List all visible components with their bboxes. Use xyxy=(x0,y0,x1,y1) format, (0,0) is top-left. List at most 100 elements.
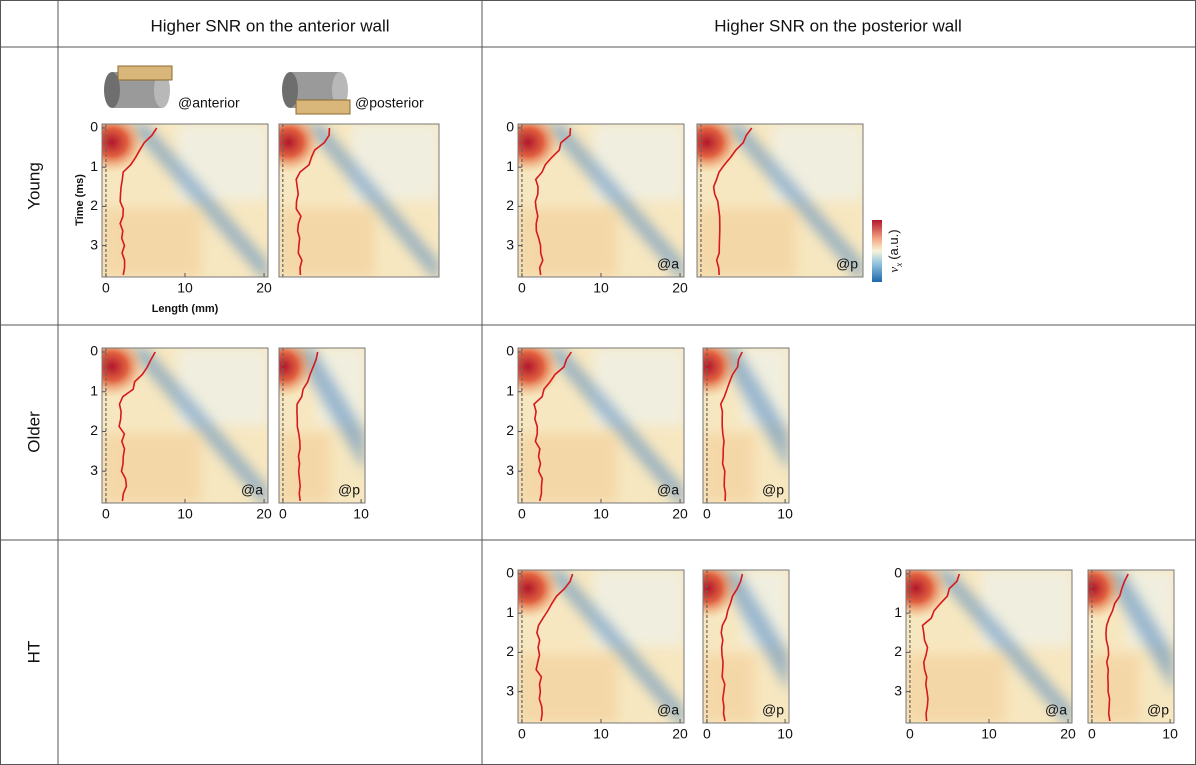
x-tick-label: 0 xyxy=(102,506,110,522)
x-tick-label: 0 xyxy=(703,726,711,742)
y-tick-label: 2 xyxy=(506,643,514,659)
x-tick-label: 20 xyxy=(672,280,688,296)
heatmap xyxy=(703,570,789,723)
x-tick-label: 10 xyxy=(593,726,609,742)
y-tick-label: 3 xyxy=(90,236,98,252)
red-curve xyxy=(119,127,158,276)
x-tick-label: 0 xyxy=(1088,726,1096,742)
y-tick-label: 2 xyxy=(90,197,98,213)
heatmap-warm xyxy=(518,654,618,723)
colorbar-symbol: v xyxy=(886,267,901,273)
x-tick-label: 0 xyxy=(102,280,110,296)
panel-frame xyxy=(702,569,790,724)
heatmap xyxy=(102,124,268,277)
red-curve xyxy=(295,127,331,276)
vessel-icon xyxy=(104,65,173,108)
red-curve xyxy=(533,351,572,502)
red-curve xyxy=(1105,573,1129,722)
panel-label: @a xyxy=(241,482,263,498)
heatmap-wave xyxy=(542,348,684,503)
y-tick-label: 1 xyxy=(894,604,902,620)
x-tick-label: 10 xyxy=(353,506,369,522)
red-curve xyxy=(534,127,572,276)
red-curve xyxy=(719,351,743,502)
heatmap xyxy=(518,348,684,503)
y-tick-label: 3 xyxy=(506,236,514,252)
heatmap-panel: 0 1 2 3 0 10 20 @a xyxy=(506,565,688,742)
heatmap-warm xyxy=(518,433,618,503)
y-tick-label: 0 xyxy=(90,119,98,135)
colorbar xyxy=(872,220,882,282)
heatmap-wave xyxy=(291,348,365,472)
heatmap-wave xyxy=(721,124,863,277)
heatmap-warm xyxy=(102,208,202,277)
y-tick-label: 2 xyxy=(894,643,902,659)
heatmap xyxy=(906,570,1072,723)
y-axis-title: Time (ms) xyxy=(74,174,86,226)
heatmap-panel: 0 1 2 3 0 10 20 @a xyxy=(894,565,1076,742)
x-tick-label: 0 xyxy=(518,506,526,522)
y-tick-label: 3 xyxy=(506,682,514,698)
x-tick-label: 20 xyxy=(672,506,688,522)
y-tick-label: 0 xyxy=(506,119,514,135)
x-tick-label: 10 xyxy=(177,280,193,296)
heatmap xyxy=(518,124,684,277)
panel-label: @p xyxy=(762,702,784,718)
heatmap xyxy=(703,348,789,503)
red-curve xyxy=(296,351,319,502)
x-tick-label: 0 xyxy=(518,726,526,742)
vessel-icon xyxy=(282,72,351,115)
heatmap-panel: 0 1 2 3 0 10 20 @a xyxy=(506,343,688,522)
heatmap-warm xyxy=(697,208,797,277)
heatmap-panel: 0 10 @p xyxy=(278,347,369,522)
panel-label: @a xyxy=(657,702,679,718)
icon-label: @posterior xyxy=(355,95,424,111)
panel-label: @p xyxy=(836,256,858,272)
heatmap-panel xyxy=(278,123,440,278)
y-tick-label: 1 xyxy=(506,382,514,398)
x-tick-label: 10 xyxy=(981,726,997,742)
heatmap-blob xyxy=(703,570,739,619)
panel-frame xyxy=(1087,569,1175,724)
heatmap-warm xyxy=(1088,654,1140,723)
heatmap-wave xyxy=(930,570,1072,723)
panel-label: @p xyxy=(1147,702,1169,718)
x-axis-title: Length (mm) xyxy=(152,303,219,315)
y-tick-label: 1 xyxy=(90,158,98,174)
y-tick-label: 2 xyxy=(90,422,98,438)
heatmap xyxy=(697,124,863,277)
red-curve xyxy=(535,573,574,722)
y-tick-label: 1 xyxy=(90,382,98,398)
y-tick-label: 2 xyxy=(506,197,514,213)
x-tick-label: 20 xyxy=(256,506,272,522)
heatmap-warm xyxy=(279,433,331,503)
heatmap xyxy=(279,124,439,277)
heatmap-blob xyxy=(703,348,739,398)
y-tick-label: 0 xyxy=(894,565,902,581)
x-tick-label: 10 xyxy=(593,280,609,296)
heatmap-blob xyxy=(518,124,562,173)
heatmap xyxy=(102,348,268,503)
heatmap xyxy=(1088,570,1174,723)
colorbar-subscript: x xyxy=(894,263,904,268)
x-tick-label: 10 xyxy=(593,506,609,522)
icon-label: @anterior xyxy=(178,95,240,111)
y-tick-label: 1 xyxy=(506,604,514,620)
heatmap-wave xyxy=(126,348,268,503)
heatmap-warm xyxy=(102,433,202,503)
colorbar-label: vx (a.u.) xyxy=(886,229,904,272)
heatmap xyxy=(518,570,684,723)
x-tick-label: 0 xyxy=(518,280,526,296)
colorbar-unit: (a.u.) xyxy=(886,229,901,259)
heatmap-wave xyxy=(303,124,439,277)
heatmap-blob xyxy=(102,348,146,398)
heatmap-wave xyxy=(542,570,684,723)
heatmap-panel: 0 1 2 3 0 10 20 @a xyxy=(90,343,272,522)
heatmap-panel: 0 1 2 3 0 10 20 xyxy=(90,119,272,296)
y-tick-label: 3 xyxy=(90,462,98,478)
panel-frame xyxy=(278,123,440,278)
x-tick-label: 10 xyxy=(777,726,793,742)
y-tick-label: 0 xyxy=(506,343,514,359)
red-curve xyxy=(720,573,744,722)
heatmap-warm xyxy=(279,208,375,277)
